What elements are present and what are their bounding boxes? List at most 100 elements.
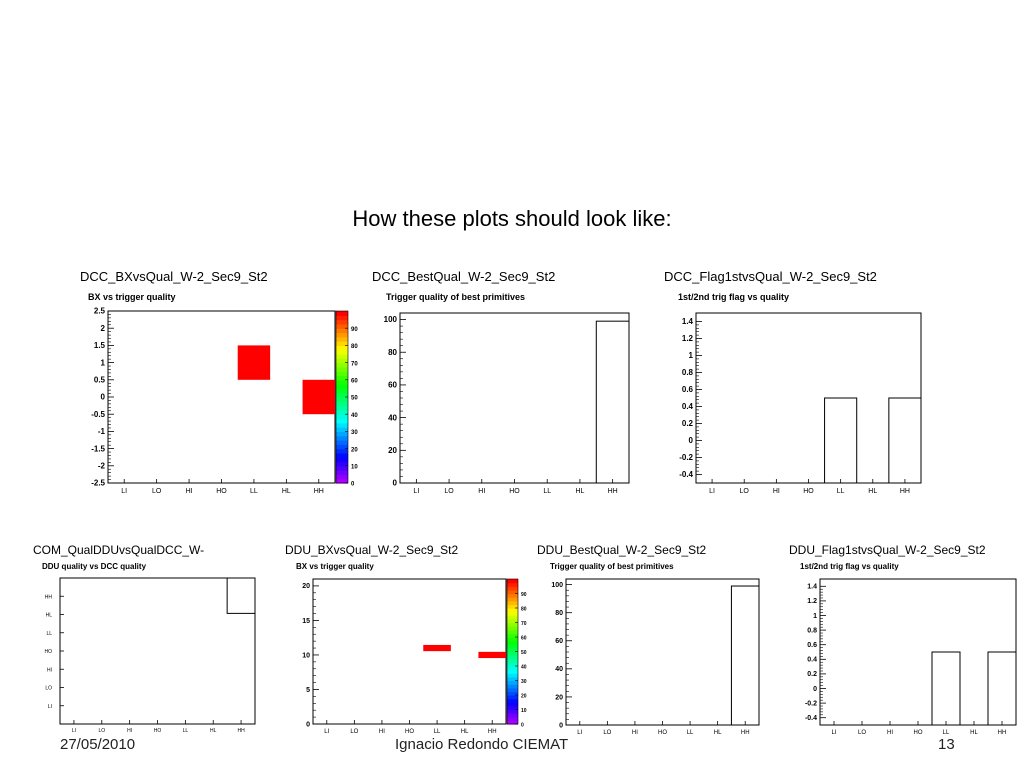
y-tick-label: 0.2: [682, 419, 694, 428]
panel-name: DDU_Flag1stvsQual_W-2_Sec9_St2: [789, 543, 986, 557]
x-tick-label: HO: [658, 730, 667, 736]
panel-name: DDU_BXvsQual_W-2_Sec9_St2: [285, 543, 459, 557]
palette-step: [507, 608, 518, 613]
x-tick-label: HO: [914, 730, 923, 736]
palette-step: [336, 427, 348, 432]
palette-step: [336, 341, 348, 346]
palette-step: [336, 435, 348, 441]
x-tick-label: HL: [210, 728, 217, 734]
palette-step: [336, 422, 348, 428]
palette-step: [336, 470, 348, 475]
plot-title: 1st/2nd trig flag vs quality: [678, 292, 790, 302]
x-tick-label: LI: [72, 728, 76, 734]
palette-step: [336, 332, 348, 338]
palette-step: [336, 418, 348, 424]
x-tick-label: LO: [350, 729, 358, 735]
palette-step: [507, 579, 518, 584]
y-tick-label: 0: [813, 686, 817, 693]
plot-frame: [695, 312, 922, 484]
palette-tick-label: 0: [521, 722, 524, 728]
palette-step: [507, 709, 518, 714]
palette-step: [507, 669, 518, 674]
palette-step: [507, 684, 518, 689]
palette-step: [336, 354, 348, 359]
palette-step: [507, 687, 518, 692]
palette-tick-label: 60: [351, 378, 358, 384]
x-tick-label: HL: [714, 730, 722, 736]
chart-ddu-vs-dcc-quality: LI LO HI HO LL HL HH LI LO HI HO LL HL HH: [45, 577, 256, 734]
y-tick-label: 0: [559, 722, 563, 729]
palette-step: [336, 397, 348, 402]
palette-tick-label: 20: [351, 447, 358, 453]
y-tick-label: 100: [384, 315, 398, 324]
palette-tick-label: 40: [521, 664, 527, 670]
x-tick-label: HL: [461, 729, 469, 735]
palette-step: [336, 319, 348, 325]
x-tick-label: LL: [543, 488, 551, 495]
x-tick-label: HH: [237, 728, 245, 734]
palette-step: [336, 379, 348, 385]
palette-step: [336, 444, 348, 450]
plot-frame: [312, 578, 507, 725]
palette-step: [336, 401, 348, 407]
palette-step: [336, 336, 348, 342]
palette-step: [507, 633, 518, 638]
palette-tick-label: 90: [521, 592, 527, 598]
palette-step: [336, 362, 348, 368]
y-tick-label: HL: [46, 613, 53, 619]
plot-frame: [107, 310, 336, 484]
palette-step: [336, 414, 348, 420]
x-tick-label: HO: [405, 729, 414, 735]
palette-tick-label: 30: [351, 430, 358, 436]
x-tick-label: HL: [282, 488, 291, 495]
palette-step: [507, 589, 518, 595]
plot-frame: [565, 578, 760, 726]
y-tick-label: 0.8: [682, 368, 694, 377]
chart-flag-vs-quality-ddu: LI LO HI HO LL HL HH -0.4 -0.2 0 0.2 0.4 0.6 0.8 1 1.2 1…: [805, 578, 1017, 736]
palette-tick-label: 60: [521, 635, 527, 641]
x-tick-label: HO: [154, 728, 162, 734]
palette-step: [507, 593, 518, 598]
chart-bx-vs-quality-ddu: LI LO HI HO LL HL HH 0 5 10 15 20 0 10 20 30 40 50 60 70 80 9…: [302, 578, 527, 735]
palette-step: [336, 345, 348, 351]
palette-step: [336, 478, 348, 484]
bar: [888, 397, 922, 484]
palette-step: [336, 452, 348, 458]
panel-name: DCC_BestQual_W-2_Sec9_St2: [372, 269, 556, 284]
palette-step: [336, 349, 348, 355]
palette-step: [507, 611, 518, 616]
palette-step: [507, 597, 518, 602]
plot-title: BX vs trigger quality: [88, 292, 176, 302]
chart-flag-vs-quality-dcc: LI LO HI HO LL HL HH -0.4 -0.2 0 0.2 0.4 0.6 0.8 1 1.2 1…: [679, 312, 922, 495]
y-tick-label: HH: [45, 594, 53, 600]
x-tick-label: HL: [970, 730, 978, 736]
y-tick-label: -1.5: [91, 444, 105, 453]
palette-step: [507, 673, 518, 678]
palette-tick-label: 80: [521, 606, 527, 612]
palette-tick-label: 20: [521, 693, 527, 699]
palette-step: [507, 622, 518, 627]
palette-step: [336, 315, 348, 321]
palette-tick-label: 10: [351, 464, 358, 470]
plot-frame: [399, 312, 630, 484]
plot-title: Trigger quality of best primitives: [550, 562, 674, 571]
y-tick-label: LL: [46, 631, 52, 637]
palette-step: [507, 637, 518, 642]
palette-step: [507, 698, 518, 703]
x-tick-label: LI: [413, 488, 419, 495]
x-tick-label: HO: [803, 488, 814, 495]
chart-best-quality-dcc: LI LO HI HO LL HL HH 0 20 40 60 80 100: [384, 312, 630, 495]
palette-tick-label: 50: [521, 650, 527, 656]
y-tick-label: 0.8: [807, 627, 817, 634]
y-tick-label: 20: [388, 446, 397, 455]
palette-step: [336, 409, 348, 415]
palette-tick-label: 30: [521, 679, 527, 685]
heatmap-cell: [423, 644, 451, 652]
x-tick-label: HI: [478, 488, 485, 495]
plot-title: 1st/2nd trig flag vs quality: [800, 562, 899, 571]
palette-tick-label: 90: [351, 327, 358, 333]
palette-step: [507, 666, 518, 671]
x-tick-label: HI: [887, 730, 893, 736]
y-tick-label: -2.5: [91, 479, 105, 488]
palette-step: [336, 358, 348, 364]
